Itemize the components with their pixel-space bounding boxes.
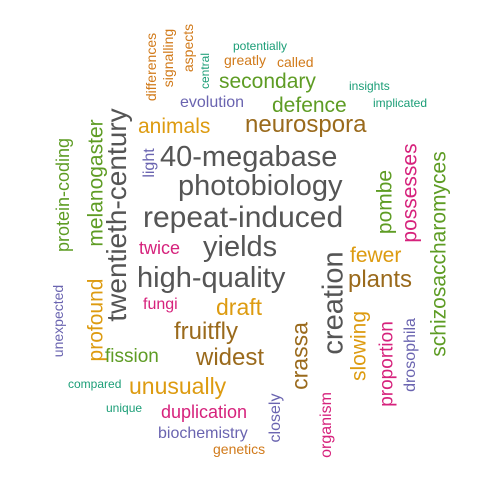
word-neurospora: neurospora [245, 111, 367, 138]
word-high-quality: high-quality [137, 262, 286, 294]
word-widest: widest [196, 344, 265, 371]
word-protein-coding: protein-coding [53, 137, 73, 253]
word-schizosaccharomyces: schizosaccharomyces [427, 151, 451, 357]
word-duplication: duplication [161, 402, 248, 422]
word-possesses: possesses [398, 143, 422, 243]
word-plants: plants [348, 266, 413, 293]
word-secondary: secondary [219, 70, 316, 93]
word-signalling: signalling [160, 28, 176, 88]
word-greatly: greatly [224, 52, 267, 68]
word-unusually: unusually [129, 373, 227, 399]
word-organism: organism [318, 392, 335, 458]
word-closely: closely [267, 393, 284, 443]
word-melanogaster: melanogaster [84, 119, 108, 247]
word-slowing: slowing [347, 310, 371, 382]
word-yields: yields [203, 231, 278, 263]
word-draft: draft [216, 294, 263, 320]
word-compared: compared [68, 377, 122, 391]
word-light: light [141, 148, 158, 178]
word-unexpected: unexpected [50, 284, 66, 358]
word-genetics: genetics [213, 441, 266, 457]
word-profound: profound [84, 278, 108, 362]
word-differences: differences [143, 32, 159, 102]
word-potentially: potentially [233, 39, 288, 53]
word-pombe: pombe [373, 169, 397, 235]
word-40-megabase: 40-megabase [160, 141, 338, 173]
word-central: central [198, 52, 212, 90]
word-aspects: aspects [180, 23, 196, 73]
word-evolution: evolution [180, 94, 245, 111]
word-fungi: fungi [143, 296, 178, 313]
word-proportion: proportion [376, 321, 398, 407]
word-photobiology: photobiology [178, 170, 343, 202]
word-animals: animals [138, 115, 211, 138]
word-fewer: fewer [350, 244, 402, 267]
word-fission: fission [105, 346, 159, 367]
word-fruitfly: fruitfly [174, 318, 239, 345]
word-creation: creation [317, 251, 350, 355]
word-biochemistry: biochemistry [158, 425, 248, 442]
word-repeat-induced: repeat-induced [143, 201, 344, 234]
word-called: called [277, 54, 314, 70]
word-defence: defence [272, 94, 347, 117]
word-drosophila: drosophila [402, 318, 419, 392]
word-insights: insights [349, 79, 390, 93]
word-crassa: crassa [286, 322, 313, 390]
word-twice: twice [139, 238, 181, 258]
word-implicated: implicated [373, 96, 428, 110]
word-unique: unique [106, 401, 143, 415]
